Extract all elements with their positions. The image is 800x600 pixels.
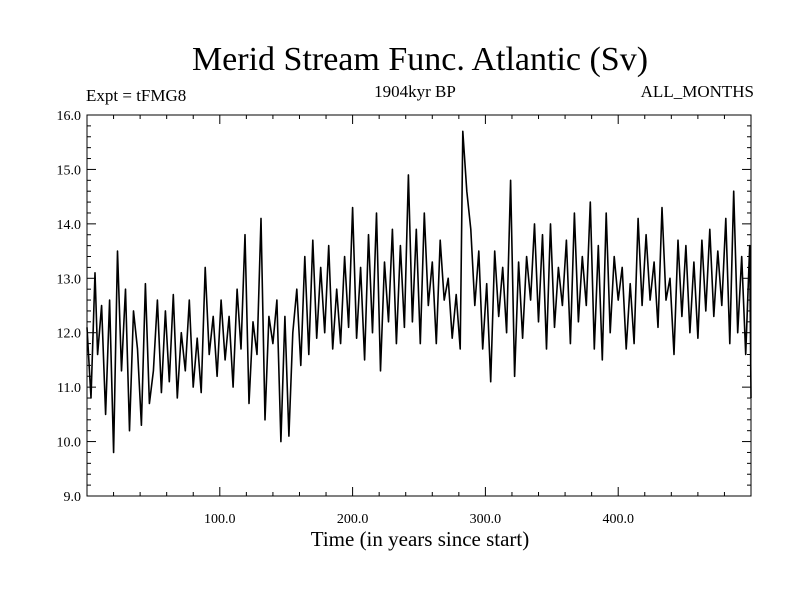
x-axis-label: Time (in years since start) — [310, 527, 530, 551]
y-tick-label: 14.0 — [57, 218, 82, 233]
x-tick-label: 300.0 — [470, 512, 502, 527]
y-tick-label: 12.0 — [57, 327, 82, 342]
y-tick-label: 15.0 — [57, 163, 82, 178]
chart-title: Merid Stream Func. Atlantic (Sv) — [191, 41, 649, 78]
experiment-label: Expt = tFMG8 — [86, 86, 187, 105]
y-tick-label: 9.0 — [64, 490, 82, 505]
period-label: 1904kyr BP — [374, 82, 456, 101]
y-tick-label: 16.0 — [57, 109, 82, 124]
x-tick-label: 400.0 — [602, 512, 634, 527]
months-label: ALL_MONTHS — [640, 82, 754, 101]
y-tick-label: 13.0 — [57, 272, 82, 287]
y-tick-label: 10.0 — [57, 436, 82, 451]
series-line — [86, 130, 752, 454]
y-tick-label: 11.0 — [57, 381, 81, 396]
x-tick-label: 200.0 — [337, 512, 369, 527]
x-tick-label: 100.0 — [204, 512, 236, 527]
